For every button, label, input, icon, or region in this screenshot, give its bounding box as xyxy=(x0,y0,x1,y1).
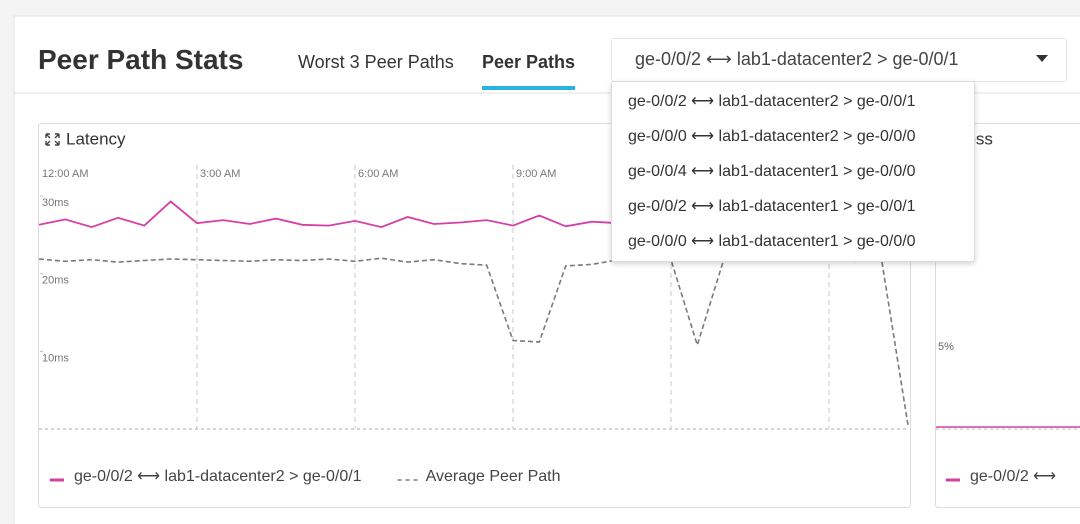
dropdown-button[interactable]: ge-0/0/2 ⟷ lab1-datacenter2 > ge-0/0/1 xyxy=(611,38,1067,82)
y-tick-label: 10ms xyxy=(42,352,69,364)
loss-legend-label: ge-0/0/2 ⟷ xyxy=(970,468,1056,485)
page-title: Peer Path Stats xyxy=(38,44,244,75)
x-tick-label: 3:00 AM xyxy=(200,168,240,180)
dropdown-caret xyxy=(1036,55,1048,62)
legend-label: ge-0/0/2 ⟷ lab1-datacenter2 > ge-0/0/1 xyxy=(74,468,362,485)
series-line xyxy=(38,257,909,426)
loss-tick-label: 5% xyxy=(938,341,954,353)
legend-label: Average Peer Path xyxy=(426,468,561,485)
x-tick-label: 9:00 AM xyxy=(516,168,556,180)
dropdown-option[interactable]: ge-0/0/4 ⟷ lab1-datacenter1 > ge-0/0/0 xyxy=(628,163,916,180)
y-tick-label: 30ms xyxy=(42,197,69,209)
expand-icon[interactable] xyxy=(45,133,60,146)
tab[interactable]: Worst 3 Peer Paths xyxy=(298,52,454,72)
dropdown-menu: ge-0/0/2 ⟷ lab1-datacenter2 > ge-0/0/1 ge… xyxy=(611,81,975,262)
y-tick-label: 20ms xyxy=(42,275,69,287)
dropdown-option[interactable]: ge-0/0/0 ⟷ lab1-datacenter2 > ge-0/0/0 xyxy=(628,128,916,145)
dropdown-option[interactable]: ge-0/0/0 ⟷ lab1-datacenter1 > ge-0/0/0 xyxy=(628,233,916,250)
dropdown-option[interactable]: ge-0/0/2 ⟷ lab1-datacenter2 > ge-0/0/1 xyxy=(628,93,916,110)
x-tick-label: 12:00 AM xyxy=(42,168,88,180)
dropdown-option[interactable]: ge-0/0/2 ⟷ lab1-datacenter1 > ge-0/0/1 xyxy=(628,198,916,215)
chart-title: Latency xyxy=(66,129,126,148)
x-tick-label: 6:00 AM xyxy=(358,168,398,180)
tab-active[interactable]: Peer Paths xyxy=(482,52,576,90)
dropdown-selected: ge-0/0/2 ⟷ lab1-datacenter2 > ge-0/0/1 xyxy=(635,49,959,69)
